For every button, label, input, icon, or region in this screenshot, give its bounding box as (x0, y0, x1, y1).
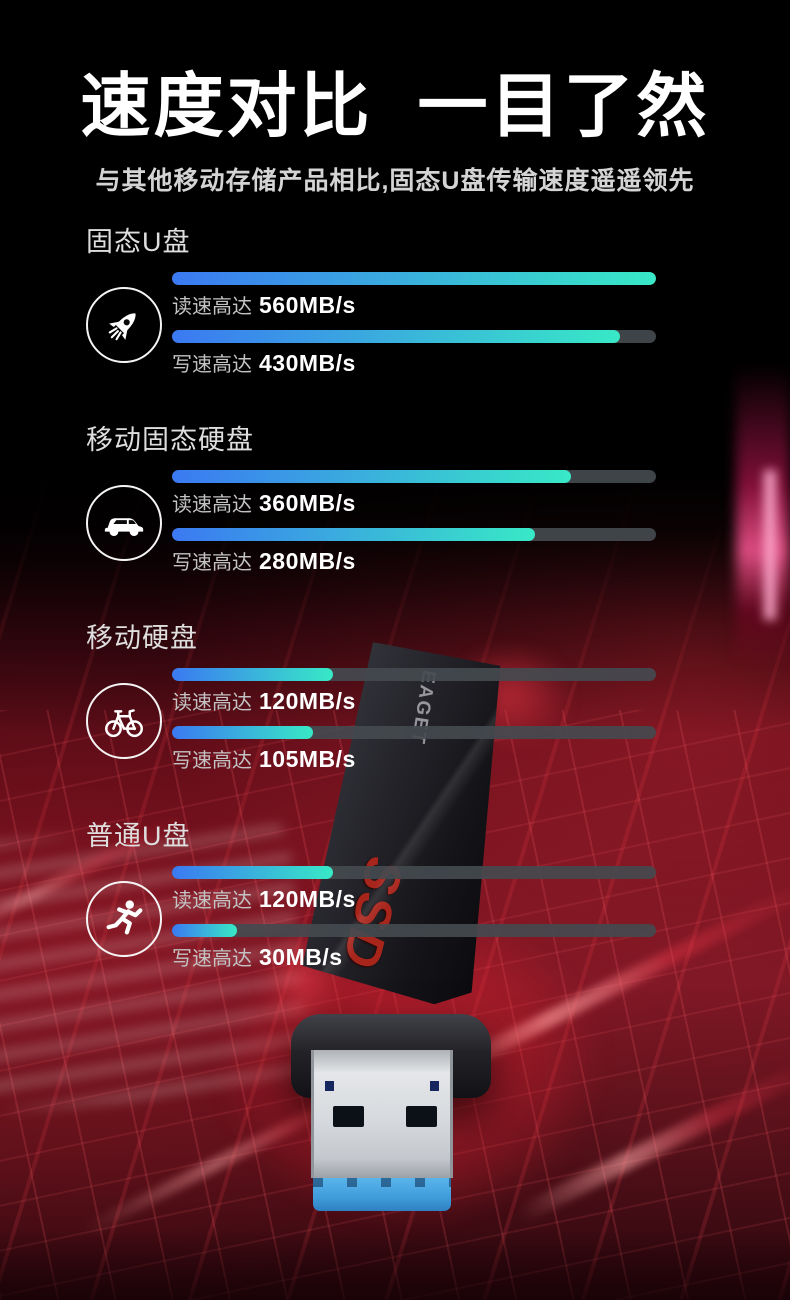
usb3-blue-tongue (313, 1178, 451, 1211)
page-title: 速度对比 一目了然 (80, 67, 710, 145)
write-bar-track (172, 924, 656, 937)
category-label: 移动硬盘 (86, 623, 198, 653)
magenta-glow (736, 365, 790, 665)
header: 速度对比 一目了然 与其他移动存储产品相比,固态U盘传输速度遥遥领先 (0, 0, 790, 197)
write-bar-fill (172, 330, 621, 343)
rocket-icon (86, 286, 162, 363)
page-subtitle: 与其他移动存储产品相比,固态U盘传输速度遥遥领先 (95, 167, 695, 195)
read-bar-fill (172, 272, 656, 285)
read-speed-label: 读速高达 120MB/s (172, 688, 356, 714)
write-bar-track (172, 726, 656, 739)
read-bar-fill (172, 470, 572, 483)
read-bar-track (172, 272, 656, 285)
usb-pin-slot (325, 1081, 334, 1091)
write-bar-fill (172, 924, 237, 937)
read-speed-label: 读速高达 120MB/s (172, 886, 356, 912)
read-bar-track (172, 470, 656, 483)
read-speed-label: 读速高达 360MB/s (172, 490, 356, 516)
write-speed-label: 写速高达 30MB/s (172, 944, 343, 970)
write-speed-label: 写速高达 430MB/s (172, 350, 356, 376)
read-bar-track (172, 668, 656, 681)
car-icon (86, 484, 162, 561)
usb-pin-slot (430, 1081, 439, 1091)
category-label: 固态U盘 (86, 227, 191, 257)
write-bar-track (172, 330, 656, 343)
chart-section-portable-ssd: 移动固态硬盘 读速高达 360MB/s (86, 418, 656, 575)
runner-icon (86, 880, 162, 957)
write-bar-fill (172, 726, 314, 739)
bicycle-icon (86, 682, 162, 759)
category-label: 普通U盘 (86, 821, 191, 851)
read-bar-fill (172, 668, 334, 681)
read-bar-fill (172, 866, 334, 879)
read-speed-label: 读速高达 560MB/s (172, 292, 356, 318)
write-bar-fill (172, 528, 535, 541)
usb-slot (406, 1106, 437, 1127)
write-bar-track (172, 528, 656, 541)
chart-section-portable-hdd: 移动硬盘 读速高达 120MB/s (86, 616, 656, 773)
speed-comparison-chart: 固态U盘 读速高达 560M (86, 220, 656, 1012)
write-speed-label: 写速高达 280MB/s (172, 548, 356, 574)
write-speed-label: 写速高达 105MB/s (172, 746, 356, 772)
read-bar-track (172, 866, 656, 879)
chart-section-ssd-udisk: 固态U盘 读速高达 560M (86, 220, 656, 377)
chart-section-regular-udisk: 普通U盘 读速高达 120MB/s 写速高达 30MB/s (86, 814, 656, 971)
category-label: 移动固态硬盘 (86, 425, 254, 455)
magenta-glow-core (764, 470, 776, 620)
usb-connector (311, 1050, 453, 1178)
usb-slot (333, 1106, 364, 1127)
